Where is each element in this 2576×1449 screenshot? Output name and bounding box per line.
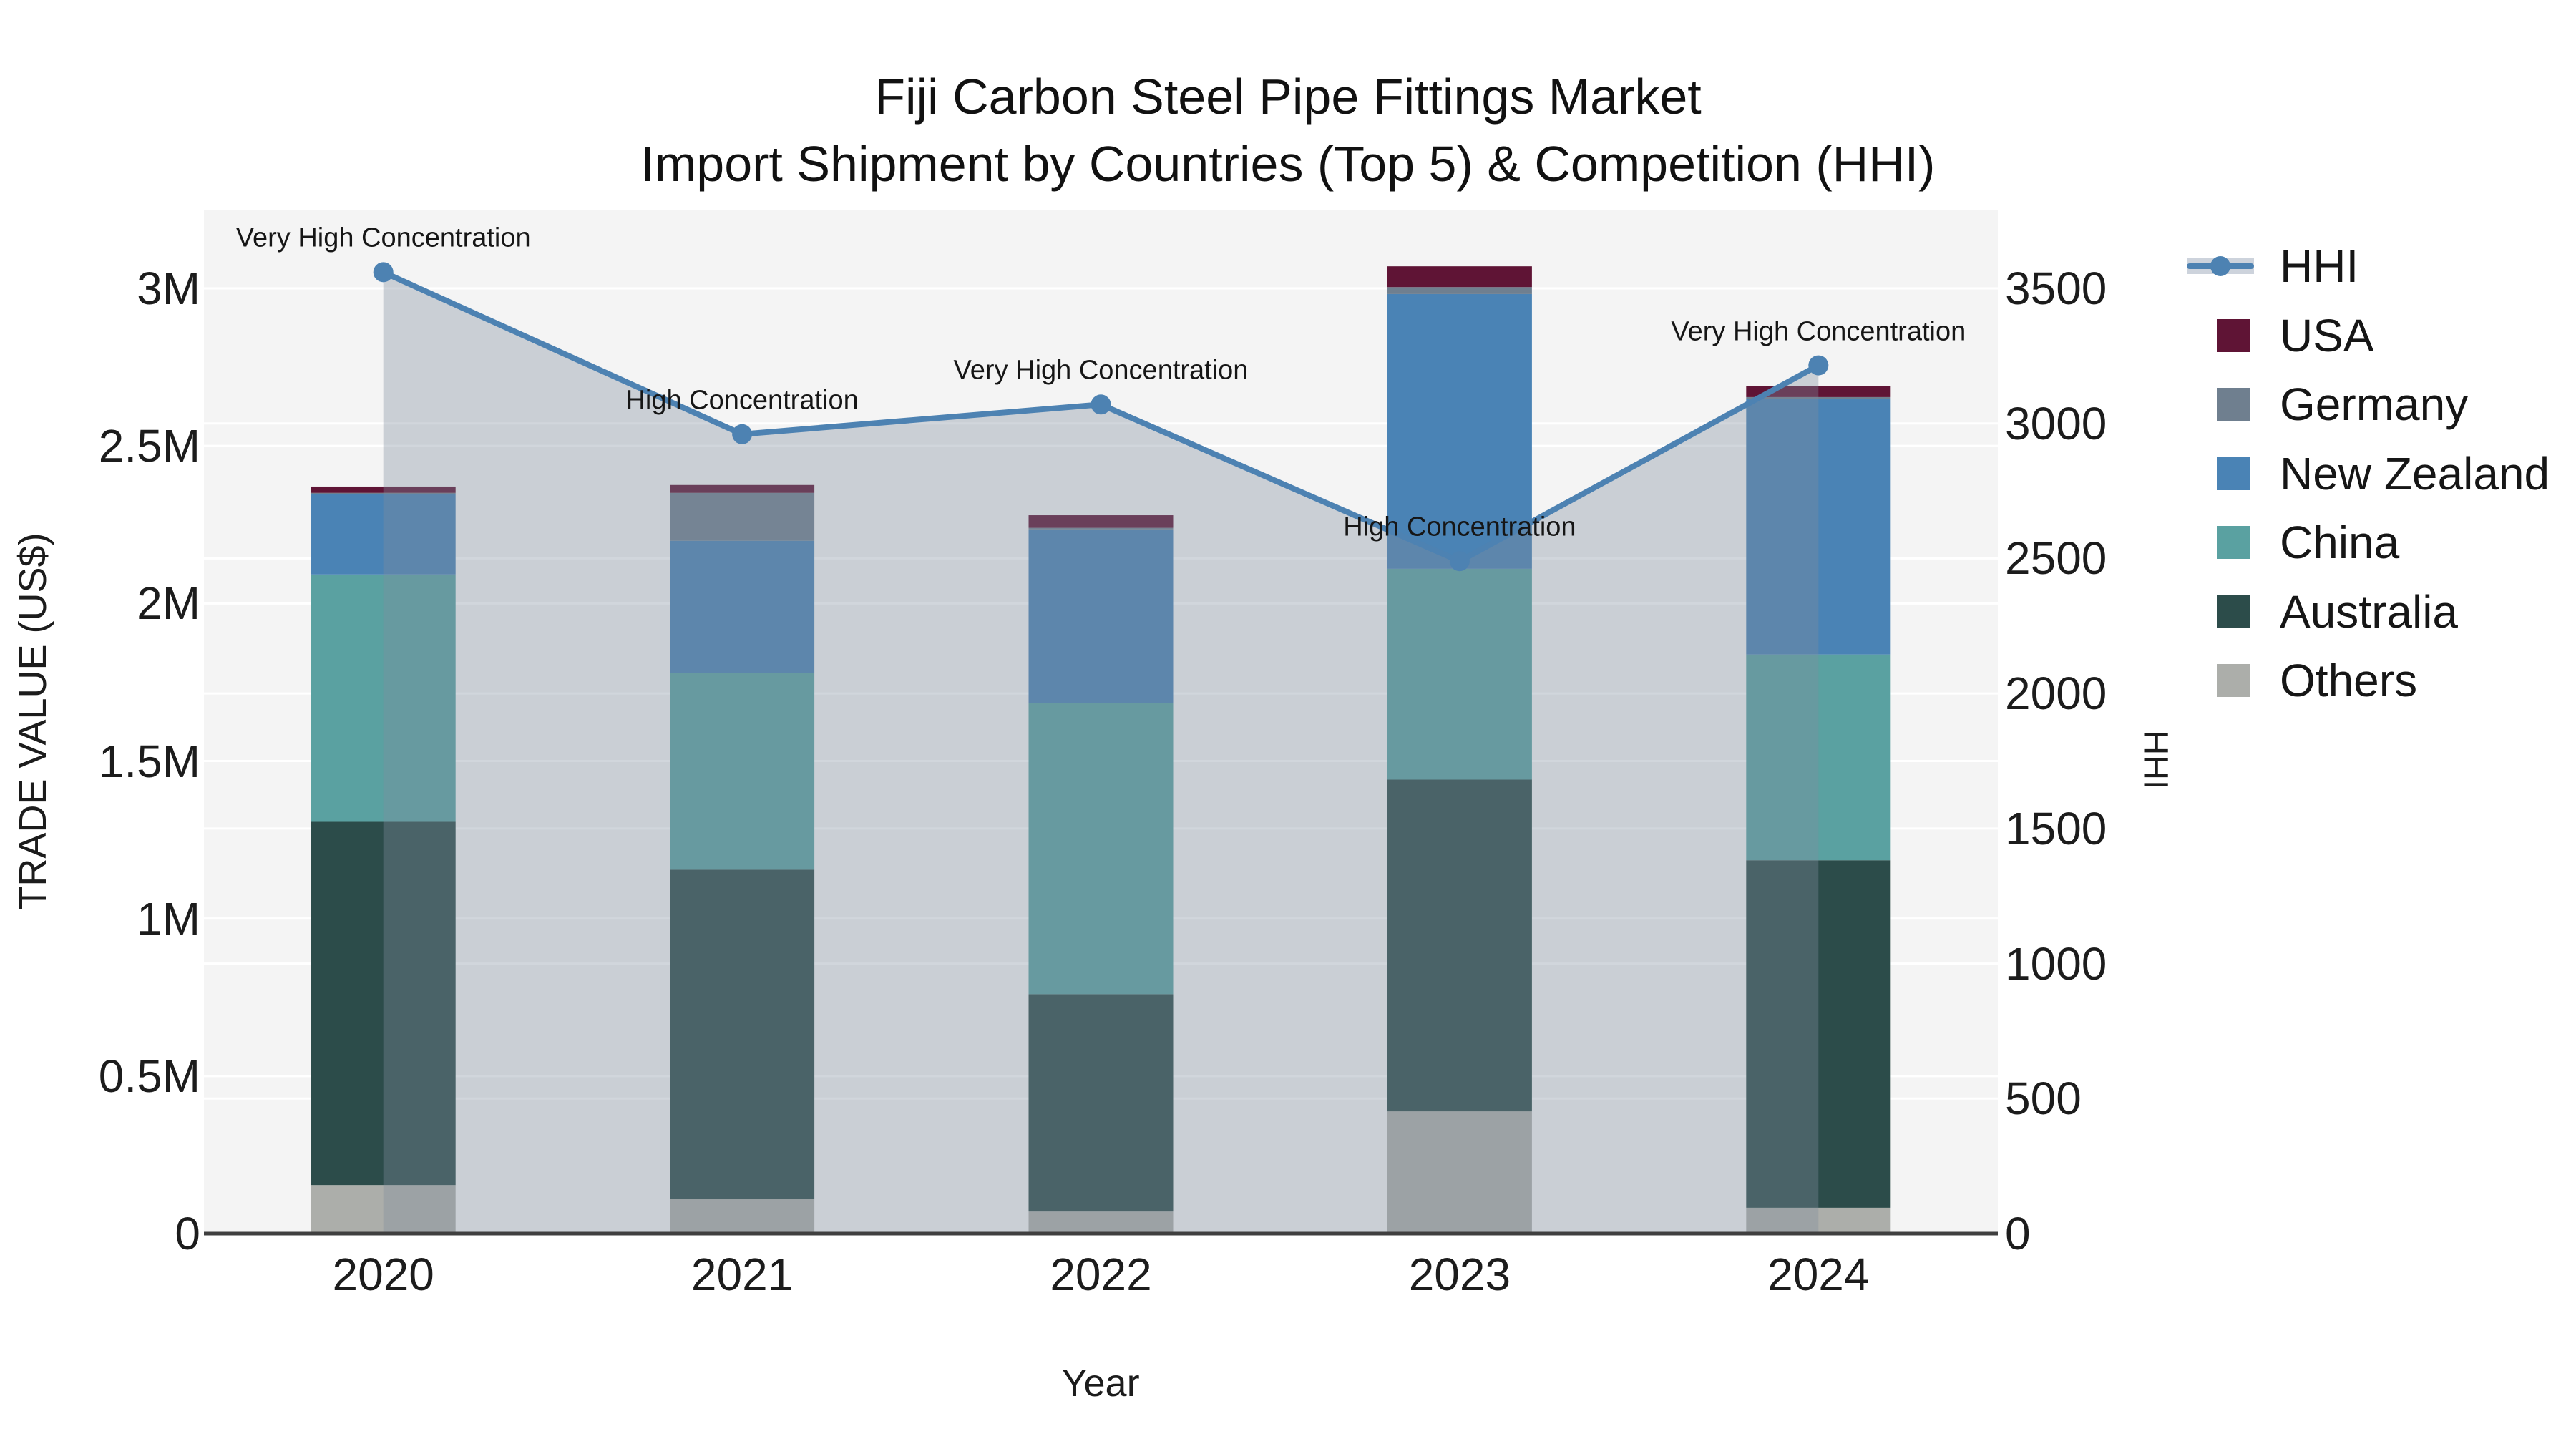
y-left-tick-2.5M: 2.5M xyxy=(98,420,200,472)
x-tick-2020: 2020 xyxy=(332,1249,434,1300)
bar-segment-others-2021 xyxy=(670,1199,815,1234)
bar-segment-others-2022 xyxy=(1028,1211,1174,1234)
bar-segment-germany-2024 xyxy=(1746,396,1891,399)
y-right-tick-2500: 2500 xyxy=(2005,532,2107,585)
bar-segment-china-2024 xyxy=(1746,654,1891,861)
y-left-tick-0.5M: 0.5M xyxy=(98,1050,200,1102)
annotation-2024: Very High Concentration xyxy=(1671,316,1966,347)
bar-segment-new-zealand-2020 xyxy=(311,494,456,575)
legend-box-swatch-new-zealand xyxy=(2187,439,2254,508)
x-axis-title: Year xyxy=(1061,1362,1140,1405)
legend-box-swatch-others xyxy=(2187,646,2254,715)
bar-segment-usa-2021 xyxy=(670,484,815,493)
y-right-tick-1500: 1500 xyxy=(2005,802,2107,854)
bar-segment-usa-2022 xyxy=(1028,515,1174,528)
y-left-tick-2M: 2M xyxy=(137,577,200,630)
bar-segment-australia-2021 xyxy=(670,869,815,1200)
legend-line-swatch-hhi xyxy=(2187,232,2254,301)
y-right-tick-3000: 3000 xyxy=(2005,397,2107,449)
legend-box-swatch-china xyxy=(2187,508,2254,577)
y-right-tick-1000: 1000 xyxy=(2005,937,2107,990)
legend-label: USA xyxy=(2280,309,2374,361)
hhi-marker-2023 xyxy=(1449,551,1470,572)
bar-segment-germany-2023 xyxy=(1387,287,1532,294)
bar-segment-new-zealand-2024 xyxy=(1746,399,1891,655)
chart-title-line2: Import Shipment by Countries (Top 5) & C… xyxy=(640,136,1936,192)
hhi-marker-2024 xyxy=(1808,355,1829,376)
x-tick-2022: 2022 xyxy=(1050,1249,1152,1300)
legend-row-new-zealand[interactable]: New Zealand xyxy=(2187,439,2550,508)
bar-segment-others-2023 xyxy=(1387,1111,1532,1234)
legend-row-hhi[interactable]: HHI xyxy=(2187,232,2358,301)
y-left-tick-1.5M: 1.5M xyxy=(98,735,200,787)
annotation-2022: Very High Concentration xyxy=(953,355,1249,386)
bar-segment-australia-2022 xyxy=(1028,994,1174,1212)
legend-label: China xyxy=(2280,517,2400,568)
legend-label: New Zealand xyxy=(2280,447,2550,499)
y-left-tick-3M: 3M xyxy=(137,263,200,314)
legend-box-swatch-usa xyxy=(2187,301,2254,370)
color-swatch-icon xyxy=(2217,595,2250,628)
hhi-marker-2021 xyxy=(732,424,753,444)
annotation-2023: High Concentration xyxy=(1343,512,1576,542)
legend-label: HHI xyxy=(2280,240,2359,292)
bar-segment-new-zealand-2022 xyxy=(1028,529,1174,703)
bar-segment-australia-2020 xyxy=(311,821,456,1186)
y-right-tick-0: 0 xyxy=(2005,1208,2031,1259)
color-swatch-icon xyxy=(2217,664,2250,697)
bar-segment-australia-2024 xyxy=(1746,860,1891,1208)
bar-segment-usa-2020 xyxy=(311,486,456,493)
color-swatch-icon xyxy=(2217,526,2250,559)
y-right-tick-3500: 3500 xyxy=(2005,263,2107,314)
y-left-tick-0: 0 xyxy=(175,1208,200,1259)
y-right-tick-2000: 2000 xyxy=(2005,668,2107,720)
bar-segment-new-zealand-2023 xyxy=(1387,293,1532,569)
color-swatch-icon xyxy=(2217,318,2250,352)
bar-segment-new-zealand-2021 xyxy=(670,540,815,673)
color-swatch-icon xyxy=(2217,388,2250,421)
bar-segment-china-2023 xyxy=(1387,568,1532,780)
legend-box-swatch-australia xyxy=(2187,577,2254,646)
legend-row-australia[interactable]: Australia xyxy=(2187,577,2458,646)
bar-segment-china-2020 xyxy=(311,574,456,822)
y-left-tick-1M: 1M xyxy=(137,892,200,945)
y-axis-title-left: TRADE VALUE (US$) xyxy=(11,532,54,910)
bar-segment-australia-2023 xyxy=(1387,779,1532,1112)
hhi-marker-2022 xyxy=(1091,394,1111,415)
legend-row-germany[interactable]: Germany xyxy=(2187,370,2468,439)
chart-title-line1: Fiji Carbon Steel Pipe Fittings Market xyxy=(874,69,1702,125)
hhi-marker-swatch xyxy=(2210,256,2230,276)
bar-segment-germany-2021 xyxy=(670,492,815,541)
hhi-area-fill xyxy=(383,272,1819,1234)
y-right-tick-500: 500 xyxy=(2005,1073,2082,1125)
legend-box-swatch-germany xyxy=(2187,370,2254,439)
bar-segment-others-2024 xyxy=(1746,1207,1891,1234)
annotation-2020: Very High Concentration xyxy=(235,223,531,253)
x-tick-2023: 2023 xyxy=(1408,1249,1511,1300)
bar-segment-china-2021 xyxy=(670,673,815,870)
annotation-2021: High Concentration xyxy=(625,385,859,416)
bar-segment-usa-2024 xyxy=(1746,386,1891,397)
legend-label: Germany xyxy=(2280,379,2469,430)
x-tick-2024: 2024 xyxy=(1767,1249,1870,1300)
legend-label: Others xyxy=(2280,655,2418,706)
page-title: Fiji Carbon Steel Pipe Fittings Market I… xyxy=(0,63,2576,197)
hhi-marker-2020 xyxy=(373,262,394,283)
x-tick-2021: 2021 xyxy=(691,1249,794,1300)
legend-row-usa[interactable]: USA xyxy=(2187,301,2374,370)
bar-segment-germany-2020 xyxy=(311,492,456,494)
legend-row-others[interactable]: Others xyxy=(2187,646,2417,715)
bar-segment-usa-2023 xyxy=(1387,266,1532,288)
bar-segment-others-2020 xyxy=(311,1185,456,1234)
legend-label: Australia xyxy=(2280,585,2458,638)
y-axis-title-right: HHI xyxy=(2136,730,2175,790)
bar-segment-germany-2022 xyxy=(1028,527,1174,530)
legend-row-china[interactable]: China xyxy=(2187,508,2399,577)
bar-segment-china-2022 xyxy=(1028,703,1174,995)
color-swatch-icon xyxy=(2217,457,2250,490)
